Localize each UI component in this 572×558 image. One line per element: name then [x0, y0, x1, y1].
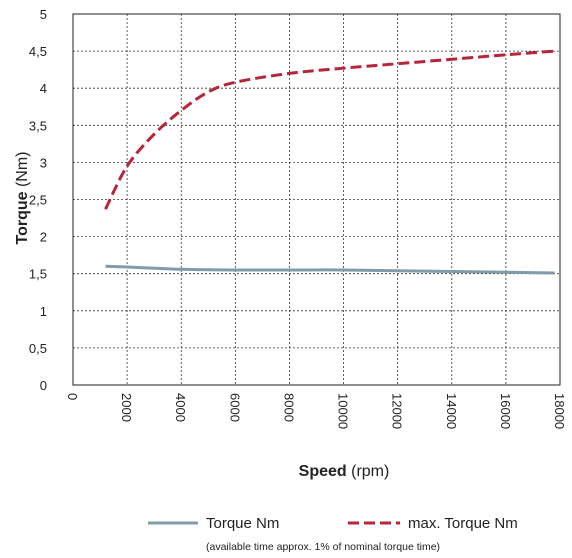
series-line-torque	[105, 264, 555, 275]
y-tick-label: 1,5	[29, 267, 47, 282]
grid-lines	[73, 14, 560, 385]
x-tick-label: 4000	[173, 393, 188, 422]
x-tick-label: 8000	[281, 393, 296, 422]
x-tick-label: 14000	[444, 393, 459, 429]
y-tick-label: 0	[40, 378, 47, 393]
y-tick-label: 3	[40, 155, 47, 170]
y-tick-label: 0,5	[29, 341, 47, 356]
legend-label-max-torque: max. Torque Nm	[408, 515, 518, 532]
y-axis-title-unit: (Nm)	[14, 151, 31, 187]
x-tick-label: 10000	[336, 393, 351, 429]
y-axis-title-main: Torque	[14, 191, 31, 244]
x-tick-label: 12000	[390, 393, 405, 429]
x-tick-label: 18000	[552, 393, 567, 429]
y-tick-label: 5	[40, 7, 47, 22]
x-tick-label: 0	[65, 393, 80, 400]
legend-label-torque: Torque Nm	[206, 515, 279, 532]
y-tick-label: 2,5	[29, 193, 47, 208]
legend-note: (available time approx. 1% of nominal to…	[206, 541, 440, 553]
y-tick-label: 4,5	[29, 44, 47, 59]
y-tick-label: 4	[40, 81, 47, 96]
y-axis-ticks: 0 0,5 1 1,5 2 2,5 3 3,5 4 4,5 5	[29, 7, 47, 393]
x-axis-title-main: Speed	[299, 463, 347, 480]
series-lines	[104, 49, 555, 275]
y-tick-label: 1	[40, 304, 47, 319]
x-tick-label: 6000	[227, 393, 242, 422]
series-line-max-torque	[104, 49, 555, 210]
x-tick-label: 16000	[498, 393, 513, 429]
y-tick-label: 3,5	[29, 118, 47, 133]
x-axis-title-unit: (rpm)	[351, 463, 389, 480]
plot-area	[72, 13, 561, 386]
x-axis-title: Speed (rpm)	[299, 463, 390, 480]
y-axis-title: Torque (Nm)	[14, 151, 31, 244]
legend: Torque Nm max. Torque Nm (available time…	[148, 515, 518, 553]
x-axis-ticks: 0 2000 4000 6000 8000 10000 12000 14000 16000 180…	[65, 393, 567, 429]
y-tick-label: 2	[40, 230, 47, 245]
x-tick-label: 2000	[119, 393, 134, 422]
